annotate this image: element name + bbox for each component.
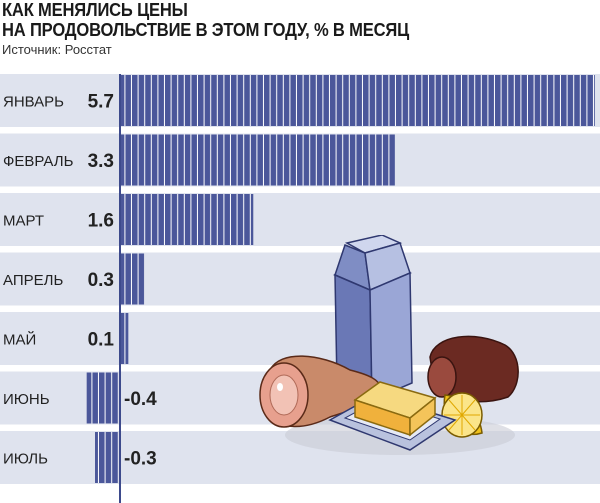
category-label: ФЕВРАЛЬ xyxy=(3,153,74,170)
chart-title-line-1: КАК МЕНЯЛИСЬ ЦЕНЫ xyxy=(2,0,188,20)
category-label: МАЙ xyxy=(3,331,36,349)
butter-dish-icon xyxy=(328,381,457,451)
bar-6 xyxy=(86,372,120,424)
value-label: 0.3 xyxy=(88,270,114,291)
lemon-icon xyxy=(441,392,483,438)
bars xyxy=(86,74,595,503)
bar-2 xyxy=(120,134,395,186)
labels: ЯНВАРЬ 5.7 ФЕВРАЛЬ 3.3 МАРТ 1.6 АПРЕЛЬ 0.3 МАЙ 0.… xyxy=(3,92,157,470)
value-label: -0.3 xyxy=(124,449,157,470)
category-label: ИЮНЬ xyxy=(3,391,50,408)
row-band xyxy=(0,252,600,306)
chart-title: КАК МЕНЯЛИСЬ ЦЕНЫ НА ПРОДОВОЛЬСТВИЕ В ЭТ… xyxy=(2,0,545,40)
bar-1 xyxy=(120,75,595,126)
category-label: ЯНВАРЬ xyxy=(3,94,64,111)
value-label: 3.3 xyxy=(88,151,114,172)
value-label: 0.1 xyxy=(88,330,115,351)
bar-3 xyxy=(120,194,254,245)
bar-5 xyxy=(120,313,129,364)
value-label: -0.4 xyxy=(124,389,157,410)
bar-7 xyxy=(95,432,120,483)
milk-carton-icon xyxy=(332,235,413,402)
value-label: 1.6 xyxy=(88,211,114,232)
chart-source: Источник: Росстат xyxy=(2,42,112,57)
bar-4 xyxy=(120,253,145,305)
category-label: АПРЕЛЬ xyxy=(3,272,63,289)
food-illustration xyxy=(259,235,519,455)
sausage-icon xyxy=(427,335,519,403)
row-band xyxy=(0,193,600,246)
chart-title-line-2: НА ПРОДОВОЛЬСТВИЕ В ЭТОМ ГОДУ, % В МЕСЯЦ xyxy=(2,20,409,40)
value-label: 5.7 xyxy=(88,92,114,113)
category-label: МАРТ xyxy=(3,213,44,230)
category-label: ИЮЛЬ xyxy=(3,451,48,468)
